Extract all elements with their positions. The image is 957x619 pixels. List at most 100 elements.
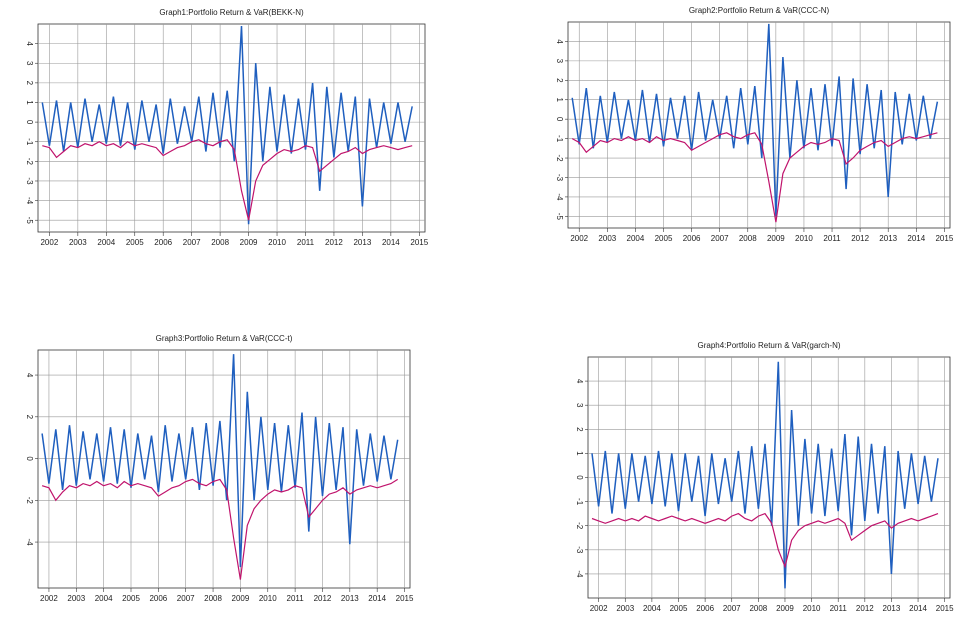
x-tick-label: 2015 [936,604,954,613]
x-tick-label: 2005 [126,238,144,247]
x-tick-label: 2009 [240,238,258,247]
x-tick-label: 2010 [795,234,813,243]
y-tick-label: -2 [25,497,34,505]
x-tick-label: 2013 [879,234,897,243]
y-tick-label: 1 [25,100,34,105]
chart-title: Graph4:Portfolio Return & VaR(garch-N) [697,341,840,350]
y-tick-label: 4 [25,373,34,378]
x-tick-label: 2009 [776,604,794,613]
y-tick-label: 4 [25,41,34,46]
x-tick-label: 2009 [767,234,785,243]
chart-title: Graph3:Portfolio Return & VaR(CCC-t) [156,334,293,343]
y-tick-label: 3 [555,59,564,64]
x-tick-label: 2015 [396,594,414,603]
x-tick-label: 2008 [204,594,222,603]
series-line [591,512,939,569]
series-line [41,354,399,568]
x-tick-label: 2011 [297,238,315,247]
y-tick-label: 1 [575,451,584,456]
x-tick-label: 2012 [856,604,874,613]
y-tick-label: 2 [25,81,34,86]
series-line [591,361,939,589]
y-tick-label: -4 [25,539,34,547]
x-tick-label: 2014 [909,604,927,613]
y-tick-label: 4 [555,39,564,44]
x-tick-label: 2011 [823,234,841,243]
y-tick-label: -2 [575,522,584,530]
y-tick-label: 0 [25,456,34,461]
y-tick-label: -1 [25,138,34,146]
x-tick-label: 2006 [149,594,167,603]
x-tick-label: 2011 [830,604,848,613]
y-tick-label: -4 [25,197,34,205]
series-line [571,23,939,217]
x-tick-label: 2014 [368,594,386,603]
y-tick-label: 1 [555,98,564,103]
x-tick-label: 2002 [40,238,58,247]
chart-panel: Graph4:Portfolio Return & VaR(garch-N) 4 3… [575,341,954,613]
x-tick-label: 2007 [183,238,201,247]
x-tick-label: 2003 [69,238,87,247]
x-tick-label: 2006 [696,604,714,613]
x-tick-label: 2012 [314,594,332,603]
y-tick-label: 2 [575,427,584,432]
x-tick-label: 2013 [883,604,901,613]
x-tick-label: 2015 [410,238,428,247]
y-tick-label: 2 [555,78,564,83]
series-line [42,139,413,221]
y-tick-label: -1 [575,498,584,506]
x-tick-label: 2003 [616,604,634,613]
x-tick-label: 2002 [570,234,588,243]
x-tick-label: 2004 [97,238,115,247]
y-tick-label: 3 [25,61,34,66]
chart-panel: Graph3:Portfolio Return & VaR(CCC-t) 4 2 0 -… [25,334,414,603]
x-tick-label: 2002 [590,604,608,613]
x-tick-label: 2006 [154,238,172,247]
y-tick-label: 4 [575,379,584,384]
x-tick-label: 2003 [598,234,616,243]
y-tick-label: -3 [25,177,34,185]
x-tick-label: 2004 [95,594,113,603]
x-tick-label: 2004 [627,234,645,243]
y-tick-label: -4 [575,570,584,578]
y-tick-label: -1 [555,135,564,143]
y-tick-label: -3 [575,546,584,554]
x-tick-label: 2011 [287,594,305,603]
y-tick-label: 2 [25,415,34,420]
y-tick-label: 3 [575,403,584,408]
y-tick-label: 0 [25,120,34,125]
x-tick-label: 2015 [935,234,953,243]
x-tick-label: 2008 [739,234,757,243]
x-tick-label: 2010 [803,604,821,613]
x-tick-label: 2005 [670,604,688,613]
chart-title: Graph2:Portfolio Return & VaR(CCC-N) [689,6,830,15]
x-tick-label: 2003 [67,594,85,603]
x-tick-label: 2014 [907,234,925,243]
series-line [41,25,413,225]
y-tick-label: 0 [575,475,584,480]
x-tick-label: 2005 [122,594,140,603]
y-tick-label: -5 [25,217,34,225]
series-line [41,478,399,580]
x-tick-label: 2010 [268,238,286,247]
x-tick-label: 2004 [643,604,661,613]
y-tick-label: -5 [555,213,564,221]
y-tick-label: -3 [555,174,564,182]
x-tick-label: 2007 [711,234,729,243]
x-tick-label: 2006 [683,234,701,243]
chart-panel: Graph1:Portfolio Return & VaR(BEKK-N) 4 3 2… [25,8,429,247]
chart-title: Graph1:Portfolio Return & VaR(BEKK-N) [159,8,304,17]
x-tick-label: 2013 [341,594,359,603]
x-tick-label: 2012 [851,234,869,243]
y-tick-label: -4 [555,193,564,201]
x-tick-label: 2009 [232,594,250,603]
x-tick-label: 2012 [325,238,343,247]
x-tick-label: 2013 [353,238,371,247]
x-tick-label: 2014 [382,238,400,247]
x-tick-label: 2008 [211,238,229,247]
y-tick-label: -2 [25,158,34,166]
x-tick-label: 2007 [177,594,195,603]
series-line [571,132,938,223]
chart-panel: Graph2:Portfolio Return & VaR(CCC-N) 4 3 2 1… [555,6,954,243]
